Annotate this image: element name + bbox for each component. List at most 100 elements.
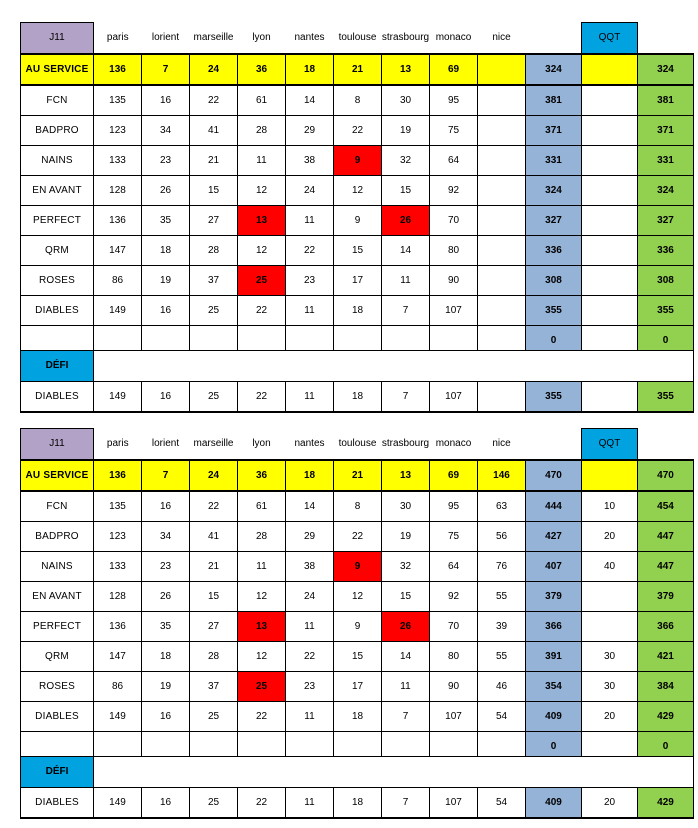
score-cell: 133: [93, 551, 142, 582]
score-cell: [477, 175, 526, 206]
defi-score-cell: 11: [285, 381, 334, 413]
grand-total-cell: 308: [637, 265, 694, 296]
score-cell: [477, 235, 526, 266]
score-cell: 11: [285, 701, 334, 732]
score-cell: 90: [429, 671, 478, 702]
score-cell: 90: [429, 265, 478, 296]
score-cell: [477, 265, 526, 296]
score-cell: 28: [237, 115, 286, 146]
defi-data-row[interactable]: DIABLES 149 16 25 22 11 18 7 107 54 409 20 429: [20, 787, 694, 819]
score-cell: 13: [381, 53, 430, 86]
score-cell: 35: [141, 611, 190, 642]
score-cell: 19: [141, 265, 190, 296]
score-cell: 25: [237, 265, 286, 296]
grand-total-cell: 366: [637, 611, 694, 642]
table-row[interactable]: AU SERVICE 136 7 24 36 18 21 13 69 146 470 470: [20, 459, 694, 492]
defi-data-row[interactable]: DIABLES 149 16 25 22 11 18 7 107 355 355: [20, 381, 694, 413]
column-header-lorient: lorient: [151, 31, 180, 43]
score-cell: 107: [429, 701, 478, 732]
score-cell: 16: [141, 84, 190, 116]
team-name-cell: PERFECT: [20, 205, 94, 236]
defi-score-cell: 22: [237, 787, 286, 819]
score-cell: 28: [237, 521, 286, 552]
defi-score-cell: 25: [189, 787, 238, 819]
score-cell: 18: [333, 701, 382, 732]
score-cell: 21: [189, 145, 238, 176]
score-cell: 38: [285, 145, 334, 176]
table-row[interactable]: PERFECT 136 35 27 13 11 9 26 70 327 327: [20, 205, 694, 236]
table-row[interactable]: ROSES 86 19 37 25 23 17 11 90 308 308: [20, 265, 694, 296]
score-cell: 70: [429, 611, 478, 642]
table-row[interactable]: BADPRO 123 34 41 28 29 22 19 75 371 371: [20, 115, 694, 146]
table-row[interactable]: PERFECT 136 35 27 13 11 9 26 70 39 366 366: [20, 611, 694, 642]
score-cell: 76: [477, 551, 526, 582]
column-header-strasbourg: strasbourg: [381, 31, 430, 43]
table-row[interactable]: DIABLES 149 16 25 22 11 18 7 107 355 355: [20, 295, 694, 326]
score-cell: 69: [429, 53, 478, 86]
score-cell: 8: [333, 84, 382, 116]
score-cell: 80: [429, 641, 478, 672]
table-row[interactable]: FCN 135 16 22 61 14 8 30 95 381 381: [20, 84, 694, 116]
score-cell: 41: [189, 521, 238, 552]
defi-grand-total-cell: 355: [637, 381, 694, 413]
score-cell: 8: [333, 490, 382, 522]
score-cell: 70: [429, 205, 478, 236]
grand-total-cell: 324: [637, 175, 694, 206]
column-header-lyon: lyon: [252, 31, 271, 43]
defi-total-cell: 409: [525, 787, 582, 819]
row-total-cell: 407: [525, 551, 582, 582]
row-total-cell: 381: [525, 84, 582, 116]
defi-score-cell: 25: [189, 381, 238, 413]
qqt-cell: [581, 295, 638, 326]
score-cell: 28: [189, 235, 238, 266]
score-cell: 25: [237, 671, 286, 702]
score-cell: 55: [477, 581, 526, 612]
score-cell: 107: [429, 295, 478, 326]
score-cell: 24: [189, 53, 238, 86]
score-cell: 12: [237, 235, 286, 266]
score-cell: 15: [381, 175, 430, 206]
score-cell: 27: [189, 611, 238, 642]
score-cell: 27: [189, 205, 238, 236]
score-cell: 19: [381, 521, 430, 552]
table-row[interactable]: AU SERVICE 136 7 24 36 18 21 13 69 324 324: [20, 53, 694, 86]
score-cell: 95: [429, 490, 478, 522]
score-cell: 9: [333, 611, 382, 642]
column-header-lyon: lyon: [252, 437, 271, 449]
score-cell: 25: [189, 295, 238, 326]
row-total-cell: 327: [525, 205, 582, 236]
score-cell: 28: [189, 641, 238, 672]
column-header-nice: nice: [492, 437, 511, 449]
table-row[interactable]: EN AVANT 128 26 15 12 24 12 15 92 324 324: [20, 175, 694, 206]
score-cell: 22: [285, 235, 334, 266]
table-row[interactable]: BADPRO 123 34 41 28 29 22 19 75 56 427 20 447: [20, 521, 694, 552]
score-cell: 86: [93, 265, 142, 296]
table-row[interactable]: FCN 135 16 22 61 14 8 30 95 63 444 10 454: [20, 490, 694, 522]
table-row[interactable]: NAINS 133 23 21 11 38 9 32 64 76 407 40 447: [20, 551, 694, 582]
grand-total-cell: 371: [637, 115, 694, 146]
table-row[interactable]: EN AVANT 128 26 15 12 24 12 15 92 55 379 379: [20, 581, 694, 612]
score-cell: 13: [381, 459, 430, 492]
score-cell: 46: [477, 671, 526, 702]
score-cell: 147: [93, 235, 142, 266]
score-cell: 32: [381, 551, 430, 582]
column-header-nice: nice: [492, 31, 511, 43]
table-row[interactable]: QRM 147 18 28 12 22 15 14 80 55 391 30 421: [20, 641, 694, 672]
score-cell: 22: [285, 641, 334, 672]
score-cell: 37: [189, 265, 238, 296]
table-row[interactable]: ROSES 86 19 37 25 23 17 11 90 46 354 30 384: [20, 671, 694, 702]
defi-score-cell: 149: [93, 381, 142, 413]
grand-total-cell: 379: [637, 581, 694, 612]
grand-total-cell: 381: [637, 84, 694, 116]
table-row[interactable]: QRM 147 18 28 12 22 15 14 80 336 336: [20, 235, 694, 266]
grand-total-cell: 331: [637, 145, 694, 176]
score-cell: 21: [189, 551, 238, 582]
table-row[interactable]: DIABLES 149 16 25 22 11 18 7 107 54 409 20 429: [20, 701, 694, 732]
score-cell: 26: [141, 175, 190, 206]
score-cell: 14: [285, 490, 334, 522]
qqt-header-cell: QQT: [581, 428, 638, 461]
score-cell: 136: [93, 459, 142, 492]
row-total-cell: 324: [525, 53, 582, 86]
score-cell: 15: [333, 235, 382, 266]
table-row[interactable]: NAINS 133 23 21 11 38 9 32 64 331 331: [20, 145, 694, 176]
